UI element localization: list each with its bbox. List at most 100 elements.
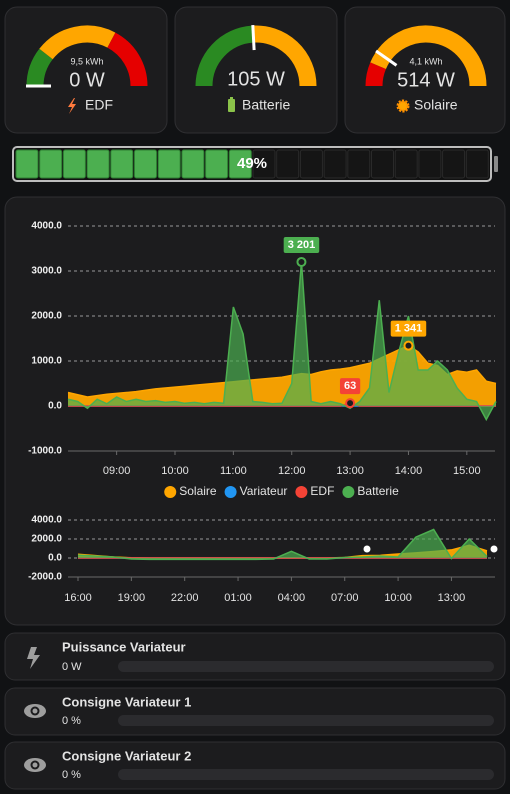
x-tick-label: 16:00: [64, 592, 92, 604]
series-line: [77, 528, 488, 561]
battery-segment: [347, 149, 371, 179]
legend-swatch: [164, 486, 177, 498]
x-tick-label: 11:00: [220, 465, 247, 477]
y-tick-label: 3000.0: [31, 266, 62, 277]
x-tick-label: 22:00: [171, 592, 199, 604]
data-label: 63: [344, 380, 356, 392]
brush-handle: [490, 545, 498, 553]
battery-segment: [371, 149, 394, 179]
x-tick-label: 15:00: [453, 465, 481, 477]
gauge-segment: [26, 48, 53, 87]
battery-segment: [418, 149, 442, 179]
battery-segment: [442, 149, 466, 179]
gauge-segment: [107, 32, 148, 87]
gauge-card[interactable]: [174, 6, 338, 134]
chart-card: [4, 196, 506, 626]
point-marker: [403, 340, 414, 351]
data-label: 3 201: [288, 239, 316, 251]
row-value: 0 %: [62, 769, 81, 781]
battery-terminal: [494, 156, 498, 172]
battery-segment: [276, 149, 300, 179]
battery-segment: [299, 149, 323, 179]
x-tick-label: 04:00: [278, 592, 306, 604]
row-title: Consigne Variateur 1: [62, 694, 191, 709]
gauges: [26, 25, 487, 88]
x-tick-label: 01:00: [224, 592, 252, 604]
gauge-subtitle: 9,5 kWh: [70, 56, 103, 66]
gauge-card[interactable]: [344, 6, 506, 134]
row-title: Puissance Variateur: [62, 639, 186, 654]
gauge-segment: [370, 25, 487, 87]
legend-swatch: [224, 486, 237, 498]
battery-icon: [228, 99, 235, 112]
battery-segment-filled: [134, 149, 157, 179]
gauge-value: 514 W: [397, 69, 455, 91]
legend-label: Variateur: [240, 484, 288, 498]
gauge-needle: [375, 49, 398, 67]
legend-label: Batterie: [357, 484, 399, 498]
battery-label: 49%: [237, 155, 267, 172]
flash-icon: [27, 647, 40, 669]
battery-segment-filled: [181, 149, 205, 179]
y-tick-label: 4000.0: [31, 515, 62, 526]
eye-icon-pupil: [32, 762, 38, 768]
data-label: 1 341: [395, 323, 423, 335]
battery-segment-filled: [157, 149, 181, 179]
row-value: 0 %: [62, 715, 81, 727]
area-fill: [78, 529, 487, 560]
x-tick-label: 12:00: [278, 465, 306, 477]
y-tick-label: 2000.0: [31, 534, 62, 545]
y-tick-label: 0.0: [48, 401, 62, 412]
area-fill: [68, 261, 496, 420]
legend-label: EDF: [310, 484, 334, 498]
gauge-value: 105 W: [227, 68, 285, 90]
x-tick-label: 10:00: [384, 592, 412, 604]
gauge-segment: [39, 25, 116, 60]
x-tick-label: 14:00: [395, 465, 423, 477]
label-box: [283, 236, 320, 253]
edf-icon: [68, 98, 76, 114]
brush-handle: [363, 545, 371, 553]
series-line: [67, 344, 497, 398]
label-box: [339, 378, 361, 395]
gauge-name: EDF: [85, 97, 113, 113]
progress-track: [118, 769, 494, 780]
battery-segment-filled: [110, 149, 134, 179]
sun-icon: [396, 99, 410, 113]
x-tick-label: 13:00: [336, 465, 364, 477]
battery-segment-filled: [62, 149, 86, 179]
x-tick-label: 10:00: [161, 465, 189, 477]
legend-swatch: [342, 486, 355, 498]
legend-label: Solaire: [179, 484, 217, 498]
gauge-name: Batterie: [242, 97, 290, 113]
gauge-name: Solaire: [414, 97, 458, 113]
y-tick-label: 2000.0: [31, 311, 62, 322]
charts: -1000.0 0.0 1000.0 2000.0 3000.0 4000.0 09:00 1…: [28, 221, 498, 604]
gauge-card[interactable]: [4, 6, 168, 134]
battery-segment-filled: [86, 149, 110, 179]
series-line: [67, 261, 497, 422]
battery-segment: [252, 149, 276, 179]
point-marker: [296, 256, 307, 267]
x-tick-label: 09:00: [103, 465, 131, 477]
gauge-subtitle: 4,1 kWh: [409, 56, 442, 66]
battery-segment-filled: [15, 149, 39, 179]
y-tick-label: -1000.0: [28, 446, 62, 457]
y-tick-label: 0.0: [48, 553, 62, 564]
battery-segment-filled: [228, 149, 252, 179]
row-title: Consigne Variateur 2: [62, 748, 191, 763]
gauge-needle: [251, 25, 256, 51]
gauge-segment: [251, 25, 317, 87]
legend-swatch: [295, 486, 308, 498]
y-tick-label: -2000.0: [28, 572, 62, 583]
battery-segment-filled: [39, 149, 63, 179]
y-tick-label: 1000.0: [31, 356, 62, 367]
battery-segment: [323, 149, 347, 179]
x-tick-label: 07:00: [331, 592, 359, 604]
point-marker: [345, 398, 356, 409]
x-tick-label: 13:00: [438, 592, 466, 604]
gauge-value: 0 W: [69, 69, 105, 91]
battery-segment: [394, 149, 418, 179]
